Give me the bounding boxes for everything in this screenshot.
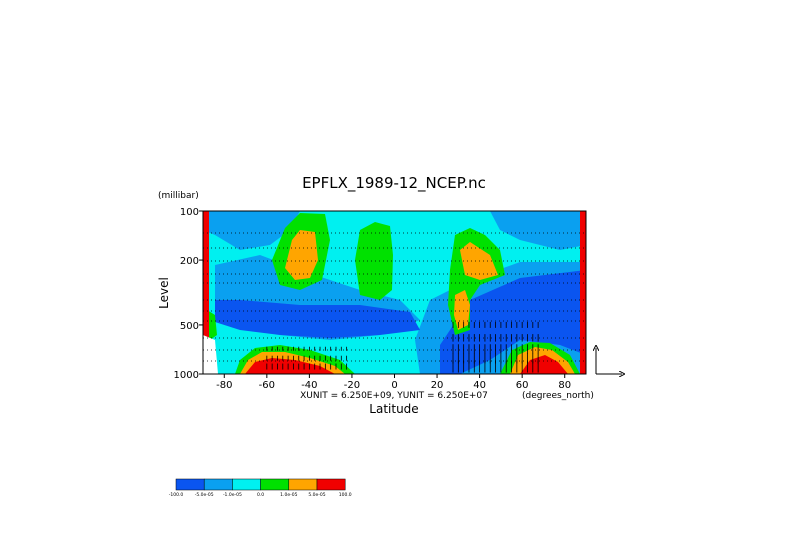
vector-scale-label: XUNIT = 6.250E+09, YUNIT = 6.250E+07 [300, 391, 488, 401]
region-red-north-pole [580, 211, 586, 374]
colorbar-swatch [288, 478, 318, 491]
x-tick-label: 40 [473, 380, 486, 391]
y-tick-label: 200 [180, 256, 199, 267]
y-axis-label: Level [157, 277, 171, 309]
colorbar-tick-label: 100.0 [339, 492, 352, 498]
region-darkblue-sh [215, 300, 420, 338]
y-tick-label: 100 [180, 207, 199, 218]
ep-flux-vectors [266, 321, 539, 373]
y-tick-label: 500 [180, 321, 199, 332]
x-tick-label: -80 [216, 380, 232, 391]
x-tick-label: -40 [301, 380, 317, 391]
colorbar-tick-label: 0.0 [257, 492, 264, 498]
x-tick-label: -60 [259, 380, 275, 391]
region-red-south-pole [203, 211, 209, 374]
x-unit-label: (degrees_north) [522, 391, 594, 401]
colorbar-swatch [203, 478, 233, 491]
contour-field [203, 211, 586, 374]
colorbar-tick-label: -1.0e-05 [223, 492, 242, 498]
region-red-nh-surface [520, 355, 568, 374]
region-blue-nh-top [490, 211, 586, 250]
region-darkblue-nh [440, 270, 586, 374]
colorbar-tick-label: -100.0 [169, 492, 184, 498]
y-axis: 100 200 500 1000 [174, 207, 203, 381]
x-tick-label: 0 [391, 380, 397, 391]
colorbar-swatch [175, 478, 205, 491]
y-unit-label: (millibar) [158, 191, 199, 201]
colorbar-swatch [316, 478, 346, 491]
x-tick-label: 60 [516, 380, 529, 391]
region-white-missing [203, 335, 218, 374]
colorbar-tick-label: -5.0e-05 [195, 492, 214, 498]
colorbar-tick-label: 1.0e-05 [280, 492, 297, 498]
region-blue-sh-top [203, 211, 300, 250]
x-axis: -80 -60 -40 -20 0 20 40 60 80 [216, 374, 571, 391]
x-axis-label: Latitude [369, 402, 418, 416]
colorbar-tick-label: 5.0e-05 [308, 492, 325, 498]
x-tick-label: -20 [344, 380, 360, 391]
colorbar-swatch [232, 478, 261, 491]
region-red-sh-surface [245, 358, 335, 374]
region-orange-sh-upper [285, 230, 318, 280]
chart-title: EPFLX_1989-12_NCEP.nc [302, 174, 486, 193]
colorbar-swatch [260, 478, 290, 491]
region-orange-nh-lower [454, 290, 470, 330]
colorbar: -100.0 -5.0e-05 -1.0e-05 0.0 1.0e-05 5.0e-05 1… [169, 478, 352, 498]
region-green-eq [355, 222, 393, 300]
x-tick-label: 20 [431, 380, 444, 391]
x-tick-label: 80 [558, 380, 571, 391]
reference-vector [596, 348, 622, 374]
y-tick-label: 1000 [174, 370, 199, 381]
